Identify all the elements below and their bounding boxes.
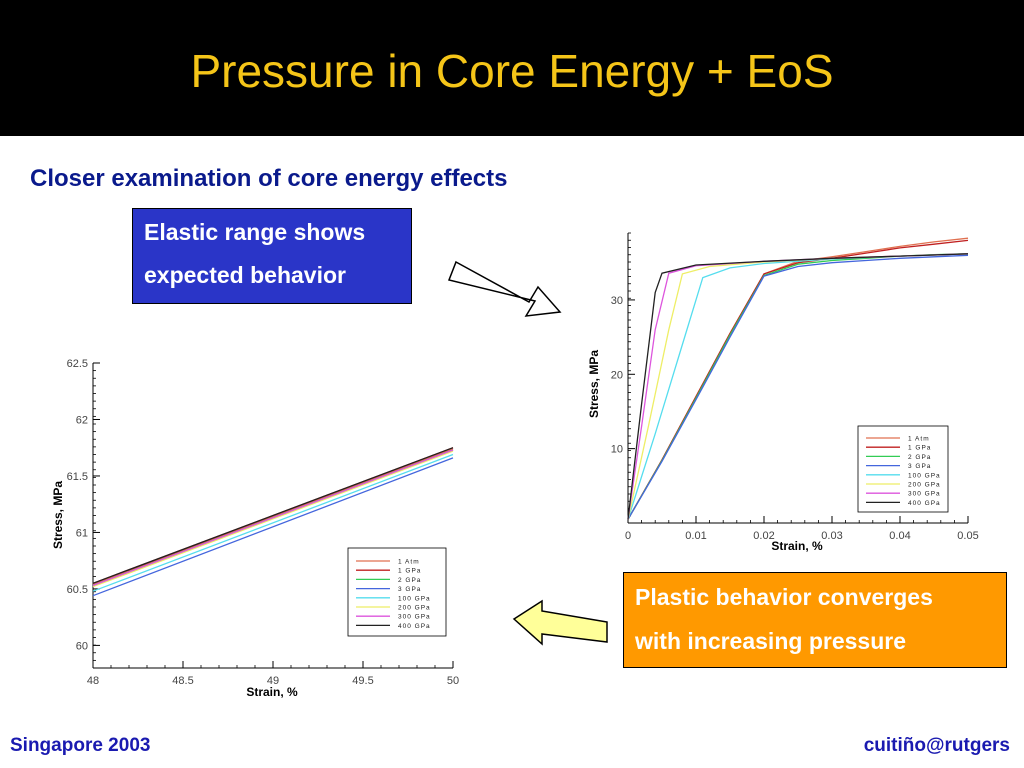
plastic-callout-line-2: with increasing pressure xyxy=(635,628,906,654)
legend-label: 3 GPa xyxy=(908,463,931,470)
legend-label: 1 Atm xyxy=(398,559,420,566)
y-tick-label: 62.5 xyxy=(67,358,88,370)
elastic-callout-line-2: expected behavior xyxy=(144,262,346,288)
x-tick-label: 0.01 xyxy=(685,530,706,542)
legend-label: 2 GPa xyxy=(398,577,421,584)
x-tick-label: 0.05 xyxy=(957,530,978,542)
legend-label: 300 GPa xyxy=(398,614,431,621)
elastic-callout-line-1: Elastic range shows xyxy=(144,219,366,245)
left-arrow-icon xyxy=(512,599,608,646)
legend-label: 200 GPa xyxy=(398,605,431,612)
series-line xyxy=(627,253,969,520)
legend-label: 100 GPa xyxy=(398,595,431,602)
series-line xyxy=(92,453,454,592)
y-tick-label: 60 xyxy=(76,640,88,652)
legend-box xyxy=(347,547,447,637)
x-axis-label: Strain, % xyxy=(771,539,823,553)
y-axis-label: Stress, MPa xyxy=(587,350,601,418)
plastic-callout-line-1: Plastic behavior converges xyxy=(635,584,933,610)
legend-label: 1 GPa xyxy=(398,568,421,575)
legend-label: 400 GPa xyxy=(398,623,431,630)
series-line xyxy=(627,254,969,520)
y-axis-label: Stress, MPa xyxy=(51,481,65,549)
footer-conference: Singapore 2003 xyxy=(10,735,151,756)
x-tick-label: 0.03 xyxy=(821,530,842,542)
legend-label: 100 GPa xyxy=(908,472,941,479)
x-tick-label: 0.02 xyxy=(753,530,774,542)
legend-label: 400 GPa xyxy=(908,500,941,507)
legend-box xyxy=(857,425,949,513)
y-tick-label: 61.5 xyxy=(67,471,88,483)
y-tick-label: 60.5 xyxy=(67,584,88,596)
series-line xyxy=(92,449,454,587)
legend-label: 1 Atm xyxy=(908,436,930,443)
x-tick-label: 0.04 xyxy=(889,530,910,542)
legend-label: 1 GPa xyxy=(908,445,931,452)
elastic-callout: Elastic range shows expected behavior xyxy=(132,208,412,304)
y-tick-label: 61 xyxy=(76,527,88,539)
legend-label: 200 GPa xyxy=(908,482,941,489)
y-tick-label: 10 xyxy=(611,444,623,456)
series-line xyxy=(92,447,454,584)
right-arrow-icon xyxy=(447,260,562,317)
x-tick-label: 0 xyxy=(625,530,631,542)
title-bar xyxy=(0,0,1024,136)
series-line xyxy=(92,450,454,588)
y-tick-label: 30 xyxy=(611,295,623,307)
x-tick-label: 49 xyxy=(267,675,279,687)
x-axis-label: Strain, % xyxy=(246,685,298,699)
footer-author: cuitiño@rutgers xyxy=(863,735,1010,756)
plastic-callout: Plastic behavior converges with increasi… xyxy=(623,572,1007,668)
x-tick-label: 48 xyxy=(87,675,99,687)
y-tick-label: 62 xyxy=(76,414,88,426)
x-tick-label: 49.5 xyxy=(352,675,373,687)
legend-label: 2 GPa xyxy=(908,454,931,461)
slide-subtitle: Closer examination of core energy effect… xyxy=(30,165,508,192)
y-tick-label: 20 xyxy=(611,369,623,381)
series-line xyxy=(92,448,454,586)
x-tick-label: 48.5 xyxy=(172,675,193,687)
legend-label: 3 GPa xyxy=(398,586,421,593)
legend-label: 300 GPa xyxy=(908,491,941,498)
series-line xyxy=(92,457,454,597)
slide-title: Pressure in Core Energy + EoS xyxy=(190,45,834,97)
x-tick-label: 50 xyxy=(447,675,459,687)
